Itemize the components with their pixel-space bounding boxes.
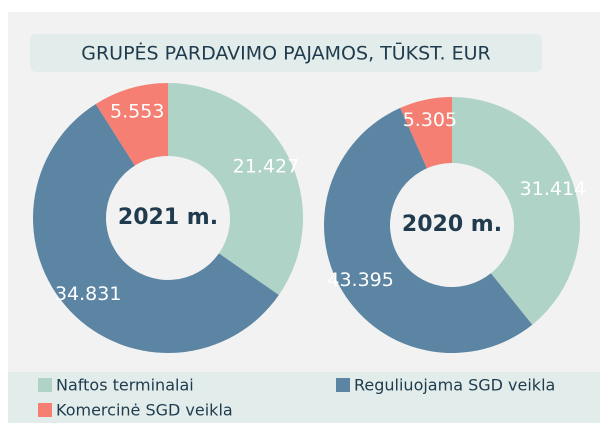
legend-label: Naftos terminalai — [56, 376, 194, 395]
title-box — [30, 34, 542, 72]
data-label: 21.427 — [233, 155, 299, 177]
legend-swatch — [38, 403, 52, 417]
center-label: 2021 m. — [118, 205, 218, 230]
donut-slice — [168, 83, 303, 296]
donut-slice — [400, 97, 452, 169]
data-label: 43.395 — [327, 269, 393, 291]
legend-box — [8, 372, 600, 423]
data-label: 31.414 — [520, 178, 586, 200]
donut-slice — [32, 103, 279, 354]
legend-swatch — [336, 378, 350, 392]
legend-label: Komercinė SGD veikla — [56, 401, 233, 420]
chart-title: GRUPĖS PARDAVIMO PAJAMOS, TŪKST. EUR — [81, 41, 490, 65]
legend-swatch — [38, 378, 52, 392]
legend-label: Reguliuojama SGD veikla — [354, 376, 555, 395]
donut-slice — [95, 83, 168, 166]
center-label: 2020 m. — [402, 212, 502, 237]
data-label: 34.831 — [55, 283, 121, 305]
donut-slice — [324, 107, 533, 353]
donut-slice — [452, 97, 580, 325]
data-label: 5.305 — [403, 109, 457, 131]
data-label: 5.553 — [110, 100, 164, 122]
